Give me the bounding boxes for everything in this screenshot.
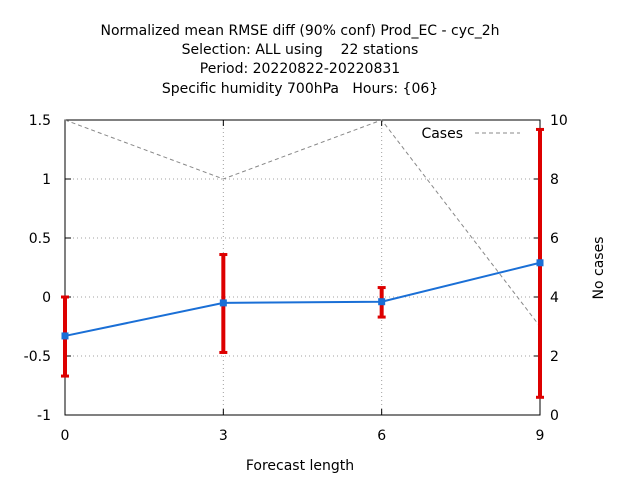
y2-tick-label: 6 (550, 231, 559, 247)
data-point (220, 299, 227, 306)
y-tick-label: 1 (42, 172, 51, 188)
y-tick-label: -0.5 (24, 349, 51, 365)
y2-tick-label: 10 (550, 113, 568, 129)
y2-axis-label: No cases (591, 237, 607, 300)
data-point (378, 298, 385, 305)
legend: Cases (421, 126, 520, 142)
grid (65, 120, 540, 415)
data-point (62, 332, 69, 339)
y2-tick-label: 8 (550, 172, 559, 188)
rmse-diff-series (61, 129, 544, 397)
y-tick-label: 0.5 (29, 231, 51, 247)
x-tick-label: 9 (536, 428, 545, 444)
chart-title: Normalized mean RMSE diff (90% conf) Pro… (101, 23, 500, 97)
x-tick-label: 3 (219, 428, 228, 444)
cases-line (65, 120, 540, 327)
title-line-2: Selection: ALL using 22 stations (182, 42, 419, 58)
y-tick-label: -1 (37, 408, 51, 424)
title-line-4: Specific humidity 700hPa Hours: {06} (162, 81, 438, 97)
y-tick-label: 1.5 (29, 113, 51, 129)
x-tick-label: 0 (61, 428, 70, 444)
rmse-diff-line (65, 263, 540, 336)
y2-tick-label: 0 (550, 408, 559, 424)
y2-tick-label: 4 (550, 290, 559, 306)
legend-label-cases: Cases (421, 126, 463, 142)
plot-frame (65, 120, 540, 415)
y2-tick-label: 2 (550, 349, 559, 365)
x-tick-label: 6 (377, 428, 386, 444)
x-axis-label: Forecast length (246, 458, 354, 474)
data-point (537, 259, 544, 266)
y-tick-label: 0 (42, 290, 51, 306)
title-line-3: Period: 20220822-20220831 (200, 61, 400, 77)
title-line-1: Normalized mean RMSE diff (90% conf) Pro… (101, 23, 500, 39)
cases-series (65, 120, 540, 327)
